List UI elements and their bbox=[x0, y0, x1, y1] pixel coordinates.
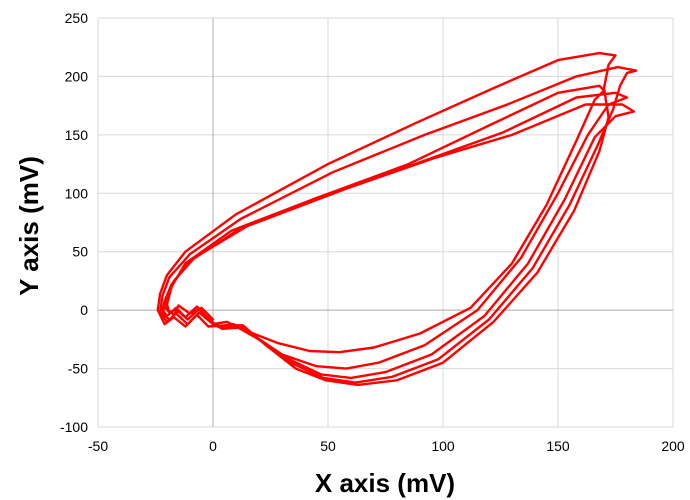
series-loop-5 bbox=[156, 51, 617, 387]
grid bbox=[97, 17, 674, 428]
x-tick-label: -50 bbox=[88, 438, 108, 454]
y-tick-label: -50 bbox=[68, 361, 88, 377]
x-tick-label: 150 bbox=[546, 438, 570, 454]
y-tick-label: 200 bbox=[65, 68, 89, 84]
series-loop-2 bbox=[161, 91, 629, 370]
y-axis-title: Y axis (mV) bbox=[14, 156, 44, 296]
zero-lines bbox=[98, 18, 673, 427]
x-tick-label: 0 bbox=[209, 438, 217, 454]
y-tick-label: 250 bbox=[65, 10, 89, 26]
series-layer bbox=[156, 51, 638, 387]
series-loop-4 bbox=[158, 65, 638, 384]
y-tick-label: -100 bbox=[60, 419, 88, 435]
x-tick-label: 200 bbox=[661, 438, 685, 454]
x-tick-label: 100 bbox=[431, 438, 455, 454]
y-tick-label: 100 bbox=[65, 185, 89, 201]
y-tick-labels: -100 -50 0 50 100 150 200 250 bbox=[60, 10, 88, 435]
series-loop-1 bbox=[163, 84, 606, 354]
x-tick-labels: -50 0 50 100 150 200 bbox=[88, 438, 685, 454]
y-tick-label: 0 bbox=[80, 302, 88, 318]
x-tick-label: 50 bbox=[320, 438, 336, 454]
y-tick-label: 150 bbox=[65, 127, 89, 143]
y-tick-label: 50 bbox=[72, 244, 88, 260]
x-axis-title: X axis (mV) bbox=[315, 468, 455, 498]
